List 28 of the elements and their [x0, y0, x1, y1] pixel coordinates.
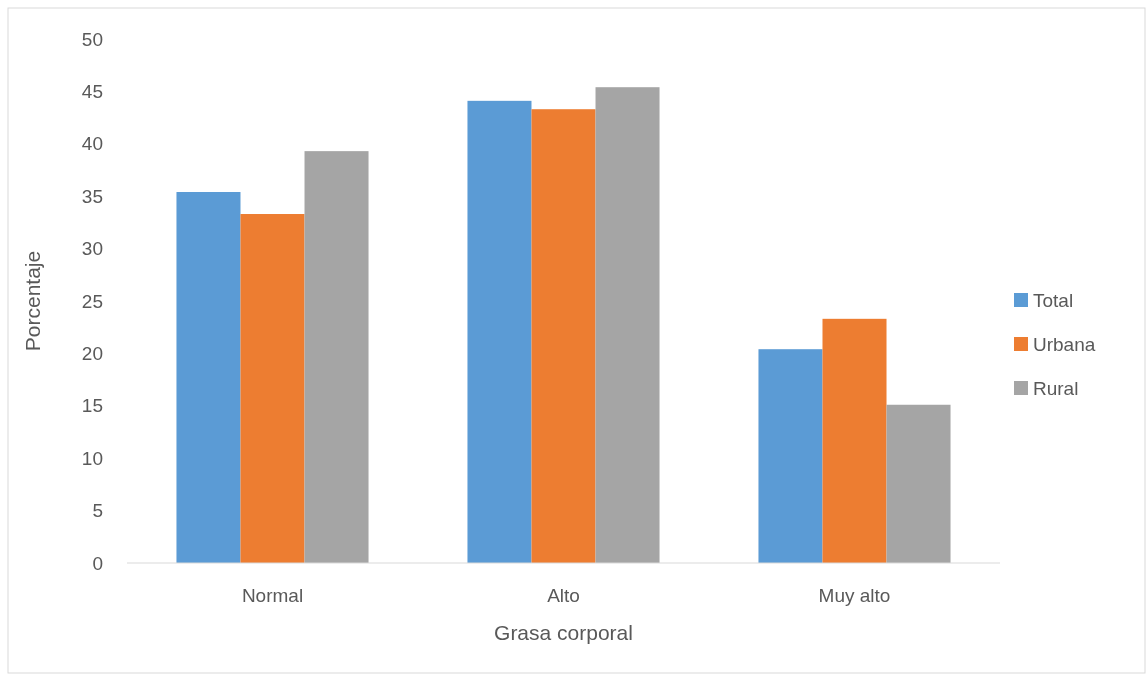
y-axis-title: Porcentaje — [21, 250, 44, 352]
y-tick-label: 40 — [81, 133, 103, 155]
y-tick-label: 0 — [92, 552, 103, 574]
y-tick-label: 35 — [81, 185, 103, 207]
y-tick-label: 30 — [81, 238, 103, 260]
bar — [304, 151, 369, 563]
y-tick-label: 20 — [81, 343, 103, 365]
y-tick-label: 5 — [92, 500, 103, 522]
y-tick-label: 50 — [81, 28, 103, 50]
legend-label: Total — [1033, 289, 1074, 311]
x-tick-label: Muy alto — [818, 585, 891, 606]
legend-label: Rural — [1033, 377, 1079, 399]
x-tick-label: Normal — [241, 585, 304, 606]
bar — [758, 349, 823, 563]
x-axis-title: Grasa corporal — [494, 621, 633, 644]
bar — [822, 318, 887, 563]
bar — [595, 87, 660, 563]
bar — [886, 404, 951, 563]
bar — [531, 109, 596, 563]
bar — [240, 214, 305, 563]
legend-label: Urbana — [1033, 333, 1096, 355]
y-tick-label: 45 — [81, 81, 103, 103]
bar — [467, 100, 532, 563]
y-tick-label: 25 — [81, 290, 103, 312]
bar — [176, 192, 241, 563]
y-tick-label: 10 — [81, 447, 103, 469]
y-tick-label: 15 — [81, 395, 103, 417]
x-tick-label: Alto — [547, 585, 580, 606]
